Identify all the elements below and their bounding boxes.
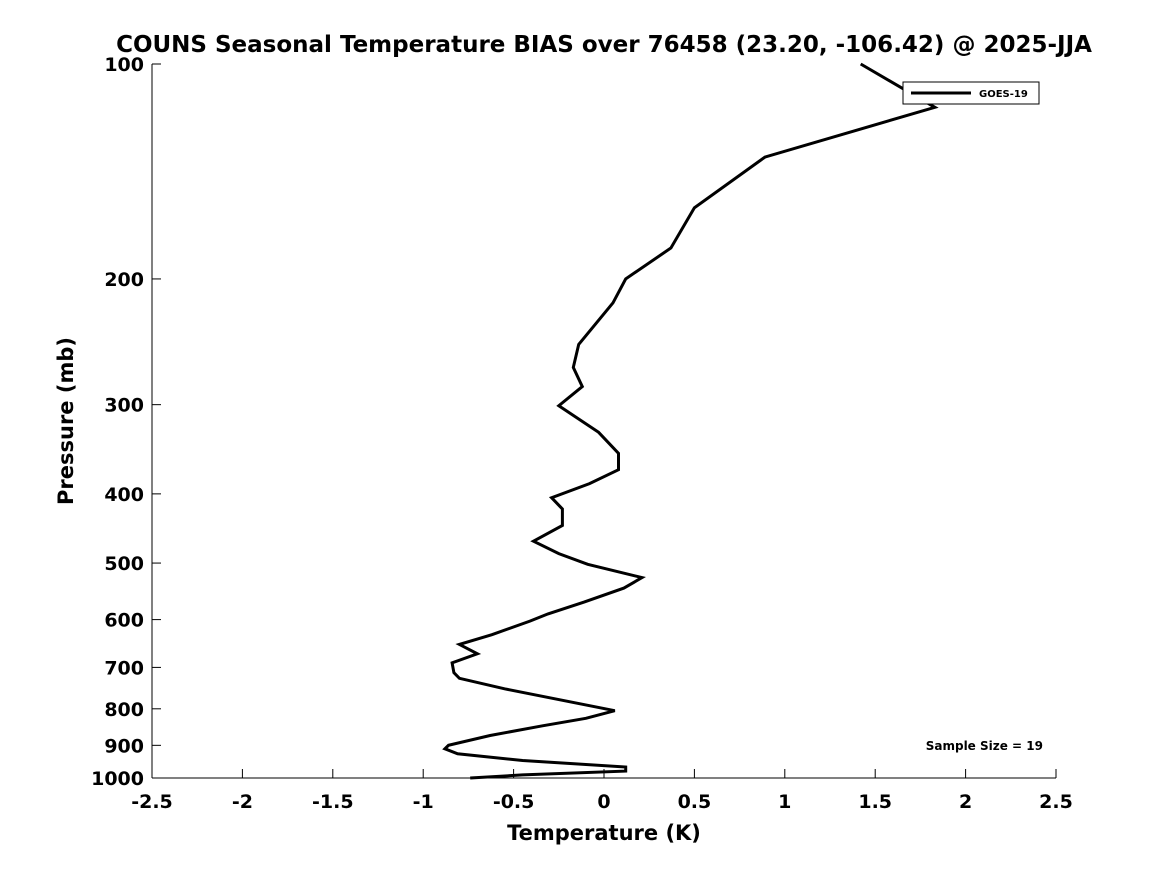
y-tick-label: 900 <box>104 735 144 757</box>
x-tick-label: 0.5 <box>678 791 712 813</box>
x-tick-label: -2 <box>232 791 253 813</box>
y-tick-label: 500 <box>104 553 144 575</box>
x-tick-label: 2.5 <box>1039 791 1073 813</box>
y-tick-label: 400 <box>104 484 144 506</box>
x-tick-label: -1.5 <box>312 791 354 813</box>
y-tick-label: 200 <box>104 269 144 291</box>
x-tick-label: -1 <box>413 791 434 813</box>
chart-title: COUNS Seasonal Temperature BIAS over 764… <box>116 32 1092 58</box>
y-tick-label: 1000 <box>91 768 144 790</box>
x-tick-label: 1 <box>778 791 791 813</box>
y-tick-label: 800 <box>104 699 144 721</box>
x-tick-label: 2 <box>959 791 972 813</box>
x-tick-label: 0 <box>597 791 610 813</box>
x-ticks: -2.5 -2 -1.5 -1 -0.5 0 0.5 1 1.5 2 2.5 <box>131 769 1073 813</box>
legend: GOES-19 <box>902 81 1040 105</box>
x-axis-title: Temperature (K) <box>507 821 701 845</box>
y-ticks: 100 200 300 400 500 600 700 800 900 1000 <box>91 54 161 790</box>
y-tick-label: 300 <box>104 395 144 417</box>
y-tick-label: 700 <box>104 657 144 679</box>
x-tick-label: 1.5 <box>858 791 892 813</box>
y-tick-label: 100 <box>104 54 144 76</box>
x-tick-label: -0.5 <box>493 791 535 813</box>
series-layer <box>442 62 939 780</box>
sample-size-annotation: Sample Size = 19 <box>926 739 1043 753</box>
y-axis-title: Pressure (mb) <box>54 337 78 505</box>
plot-area <box>151 62 1056 780</box>
y-tick-label: 600 <box>104 610 144 632</box>
series-line-goes-19 <box>442 62 939 780</box>
x-tick-label: -2.5 <box>131 791 173 813</box>
legend-label-goes-19: GOES-19 <box>979 89 1028 100</box>
